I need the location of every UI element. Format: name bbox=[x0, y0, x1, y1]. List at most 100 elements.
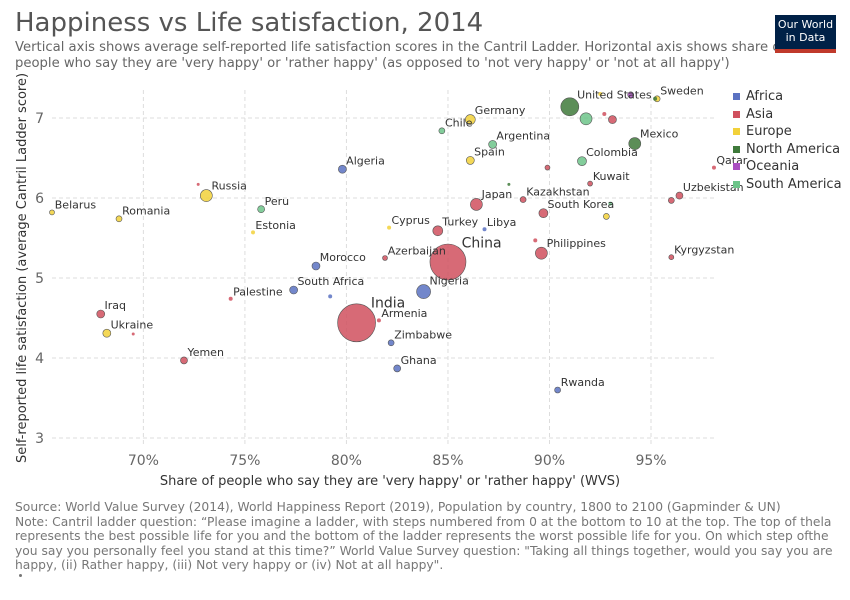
legend-item[interactable]: Europe bbox=[733, 123, 842, 141]
chart-title: Happiness vs Life satisfaction, 2014 bbox=[15, 8, 484, 38]
data-point[interactable] bbox=[416, 284, 431, 299]
scatter-chart[interactable]: 70% 75% 80% 85% 90% 95% 3 4 5 6 7 Belarus Romania R… bbox=[0, 0, 850, 500]
point-label: Argentina bbox=[496, 130, 550, 143]
legend-item[interactable]: North America bbox=[733, 141, 842, 159]
data-point[interactable] bbox=[337, 303, 376, 343]
data-point[interactable] bbox=[102, 328, 112, 338]
data-point[interactable] bbox=[554, 386, 561, 394]
point-label: Philippines bbox=[547, 237, 607, 250]
legend-item[interactable]: Oceania bbox=[733, 158, 842, 176]
data-point[interactable] bbox=[587, 180, 593, 187]
point-label: Kazakhstan bbox=[526, 186, 589, 199]
data-point[interactable] bbox=[538, 208, 549, 218]
legend-label: North America bbox=[746, 141, 841, 157]
data-point[interactable] bbox=[180, 356, 188, 365]
data-point[interactable] bbox=[627, 91, 635, 99]
x-tick-label: 90% bbox=[534, 453, 565, 469]
legend-swatch bbox=[733, 180, 740, 188]
y-tick-label: 4 bbox=[35, 351, 44, 367]
point-label: Belarus bbox=[55, 199, 97, 212]
data-point[interactable] bbox=[196, 182, 200, 186]
point-label: Kuwait bbox=[593, 170, 630, 183]
data-point[interactable] bbox=[535, 246, 548, 260]
data-point[interactable] bbox=[519, 196, 527, 203]
data-point[interactable] bbox=[675, 191, 684, 200]
data-point[interactable] bbox=[668, 197, 675, 204]
point-label: China bbox=[462, 235, 502, 251]
point-label: Zimbabwe bbox=[394, 329, 452, 342]
data-point[interactable] bbox=[376, 318, 381, 323]
point-label: United States bbox=[577, 89, 652, 102]
data-point[interactable] bbox=[579, 112, 593, 126]
data-point[interactable] bbox=[470, 198, 483, 211]
legend-swatch bbox=[733, 163, 740, 171]
point-label: Colombia bbox=[586, 146, 638, 159]
data-point[interactable] bbox=[382, 255, 388, 261]
data-point[interactable] bbox=[668, 254, 675, 261]
data-point[interactable] bbox=[482, 227, 487, 232]
y-axis-ticks: 3 4 5 6 7 bbox=[35, 111, 44, 447]
data-point[interactable] bbox=[560, 97, 580, 117]
data-point[interactable] bbox=[488, 140, 497, 149]
point-label: Chile bbox=[445, 117, 473, 130]
data-point[interactable] bbox=[311, 261, 321, 271]
data-point[interactable] bbox=[257, 205, 265, 213]
data-point[interactable] bbox=[393, 364, 401, 373]
data-point[interactable] bbox=[465, 156, 475, 165]
x-tick-label: 80% bbox=[331, 453, 362, 469]
point-label: Estonia bbox=[255, 219, 296, 232]
data-point[interactable] bbox=[464, 114, 476, 125]
data-point[interactable] bbox=[711, 165, 716, 170]
point-label: South Korea bbox=[548, 198, 615, 211]
point-label: Palestine bbox=[233, 285, 283, 298]
data-point[interactable] bbox=[96, 309, 106, 319]
y-tick-label: 7 bbox=[35, 111, 44, 127]
data-point[interactable] bbox=[289, 285, 298, 295]
data-point[interactable] bbox=[544, 164, 551, 171]
data-point[interactable] bbox=[115, 215, 123, 223]
legend-item[interactable]: South America bbox=[733, 176, 842, 194]
data-point[interactable] bbox=[387, 339, 395, 347]
legend-label: Oceania bbox=[746, 159, 800, 175]
y-axis-label: Self-reported life satisfaction (average… bbox=[15, 73, 30, 463]
data-point[interactable] bbox=[602, 112, 607, 116]
data-point[interactable] bbox=[603, 213, 610, 220]
point-label: Ghana bbox=[401, 354, 437, 367]
point-label: Yemen bbox=[186, 346, 224, 359]
point-label: Morocco bbox=[320, 251, 366, 264]
point-label: Peru bbox=[265, 195, 290, 208]
owid-logo[interactable]: Our World in Data bbox=[775, 15, 836, 52]
point-label: Japan bbox=[481, 188, 513, 201]
legend-item[interactable]: Asia bbox=[733, 106, 842, 124]
data-point[interactable] bbox=[628, 137, 642, 150]
logo-accent-bar bbox=[775, 49, 836, 53]
data-point[interactable] bbox=[387, 225, 392, 230]
data-point[interactable] bbox=[251, 230, 256, 235]
grid-lines bbox=[52, 90, 716, 446]
legend-item[interactable]: Africa bbox=[733, 88, 842, 106]
legend-label: Africa bbox=[746, 89, 784, 105]
point-label: Rwanda bbox=[561, 376, 605, 389]
legend-label: South America bbox=[746, 176, 842, 192]
data-point[interactable] bbox=[228, 296, 233, 301]
data-point[interactable] bbox=[608, 201, 613, 206]
data-point[interactable] bbox=[429, 243, 467, 281]
point-label: Romania bbox=[122, 205, 170, 218]
data-point[interactable] bbox=[200, 189, 213, 202]
data-point[interactable] bbox=[328, 294, 333, 299]
point-label: Uzbekistan bbox=[683, 181, 744, 194]
data-point[interactable] bbox=[653, 96, 658, 101]
legend[interactable]: Africa Asia Europe North America Oceania Sout… bbox=[733, 88, 842, 193]
data-point[interactable] bbox=[608, 115, 617, 124]
data-point[interactable] bbox=[438, 127, 446, 135]
data-point[interactable] bbox=[131, 332, 135, 336]
data-point[interactable] bbox=[577, 156, 587, 166]
point-labels: Belarus Romania Russia Peru Estonia Algeria Mo… bbox=[55, 85, 748, 389]
data-point[interactable] bbox=[338, 164, 347, 174]
data-point[interactable] bbox=[507, 182, 511, 186]
data-point[interactable] bbox=[598, 92, 603, 96]
data-point[interactable] bbox=[49, 209, 55, 216]
data-point[interactable] bbox=[533, 238, 538, 243]
data-points bbox=[49, 91, 716, 394]
data-point[interactable] bbox=[432, 225, 444, 237]
